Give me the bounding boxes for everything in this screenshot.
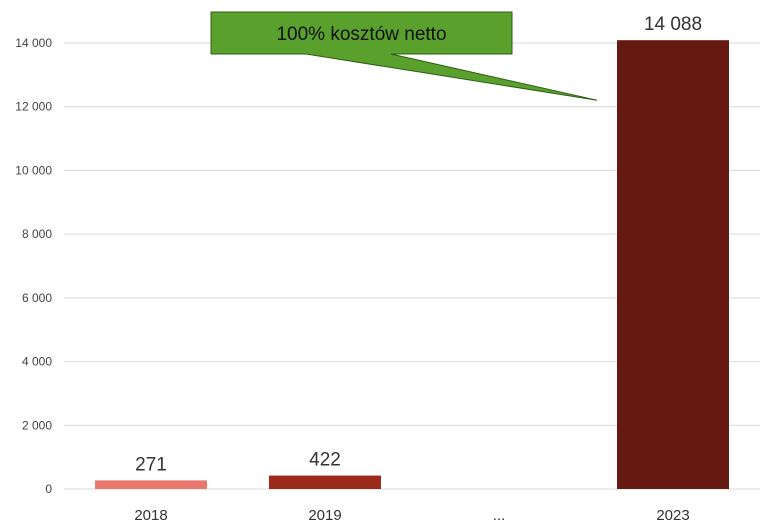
category-label: 2018	[134, 507, 167, 523]
bars	[95, 40, 729, 490]
callout-shape	[210, 11, 598, 101]
data-labels: 271 422 14 088	[135, 14, 702, 475]
category-label: 2019	[308, 507, 341, 523]
data-label-2018: 271	[135, 454, 167, 475]
y-tick-label: 12 000	[15, 100, 52, 114]
y-tick-label: 2 000	[22, 418, 52, 432]
y-tick-label: 8 000	[22, 227, 52, 241]
y-tick-label: 4 000	[22, 355, 52, 369]
bar-2019	[269, 475, 381, 489]
data-label-2019: 422	[309, 450, 341, 471]
bar-2023	[617, 40, 729, 490]
data-label-2023: 14 088	[644, 14, 702, 35]
category-label: 2023	[656, 507, 689, 523]
gridlines	[64, 42, 760, 490]
callout: 100% kosztów netto	[210, 11, 598, 101]
category-label: ...	[493, 507, 506, 523]
callout-text: 100% kosztów netto	[276, 24, 446, 45]
y-tick-label: 10 000	[15, 163, 52, 177]
bar-2018	[95, 480, 207, 489]
y-tick-label: 6 000	[22, 291, 52, 305]
y-tick-label: 0	[45, 482, 52, 496]
y-tick-label: 14 000	[15, 36, 52, 50]
x-axis-category-labels: 2018 2019... 2023	[134, 507, 689, 523]
y-axis-tick-labels: 0 2 000 4 000 6 000 8 000 10 000 12 000 14 000	[15, 36, 52, 496]
